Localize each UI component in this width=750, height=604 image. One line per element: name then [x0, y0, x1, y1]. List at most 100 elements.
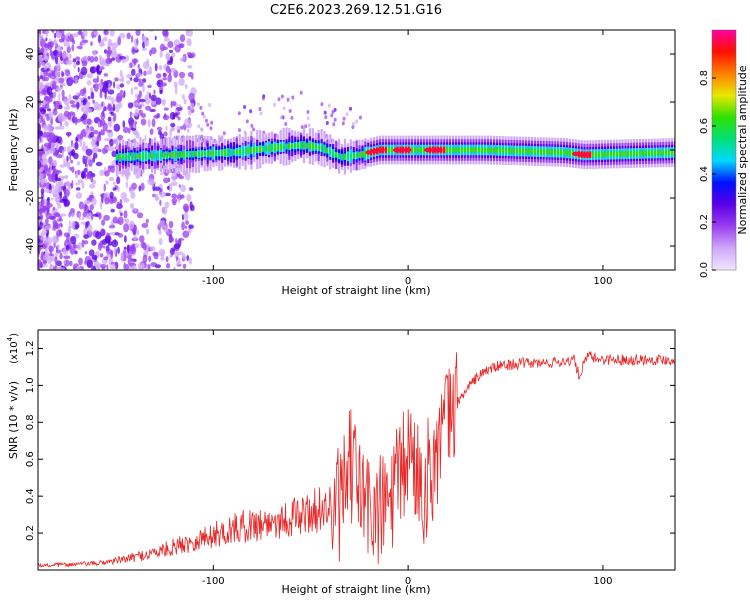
spectrogram-speckle: [202, 114, 206, 119]
spectrogram-speckle: [178, 78, 185, 86]
snr-ytick-label: 0.2: [25, 525, 36, 541]
snr-background: [38, 330, 675, 570]
spectrogram-speckle: [306, 110, 310, 114]
spectrogram-speckle: [101, 39, 104, 47]
spectrogram-speckle: [155, 97, 162, 105]
spectrogram-speckle: [66, 103, 69, 107]
spectrogram-speckle: [106, 95, 112, 101]
spectrogram-speckle: [65, 244, 70, 251]
spectrogram-speckle: [69, 260, 73, 266]
spectrogram-speckle: [261, 96, 265, 101]
spectrogram-speckle: [38, 123, 41, 132]
spectrogram-speckle: [172, 201, 177, 206]
colorbar-tick-label: 0.6: [699, 118, 710, 134]
spectrogram-speckle: [125, 55, 130, 62]
spectrogram-speckle: [71, 166, 75, 173]
spectrogram-speckle: [64, 120, 69, 127]
spectrogram-speckle: [48, 245, 54, 253]
spectrogram-speckle: [77, 179, 84, 184]
spectrogram-speckle: [60, 83, 66, 87]
spectrogram-speckle: [40, 215, 43, 220]
spectrogram-speckle: [40, 198, 45, 206]
spectrogram-band: [302, 143, 306, 148]
spectrogram-speckle: [167, 183, 173, 192]
spectrogram-speckle: [189, 102, 195, 111]
spectrogram-speckle: [208, 103, 212, 107]
spectrogram-speckle: [138, 185, 142, 192]
spectrogram-speckle: [177, 251, 184, 255]
spectrogram-speckle: [45, 212, 53, 220]
spectrogram-speckle: [103, 214, 110, 221]
spectrogram-speckle: [160, 257, 165, 261]
spectrogram-speckle: [86, 106, 90, 113]
spectrogram-speckle: [111, 196, 118, 204]
spectrogram-speckle: [75, 56, 81, 61]
spectrogram-speckle: [99, 253, 104, 258]
spectrogram-speckle: [162, 72, 167, 77]
spectrogram-band: [288, 144, 291, 149]
spectrogram-peak-core: [426, 149, 430, 151]
spectrogram-speckle: [54, 32, 57, 39]
spectrogram-speckle: [72, 40, 76, 45]
spectrogram-speckle: [43, 96, 51, 101]
spectrogram-speckle: [87, 96, 91, 100]
spectrogram-speckle: [110, 51, 118, 58]
spectrogram-speckle: [95, 231, 102, 240]
spectrogram-speckle: [182, 55, 186, 61]
spectrogram-speckle: [178, 104, 181, 108]
spectrogram-band: [650, 151, 653, 155]
spectrogram-speckle: [174, 112, 178, 117]
spectrogram-speckle: [54, 69, 60, 78]
spectrogram-speckle: [149, 92, 151, 99]
spectrogram-speckle: [58, 267, 65, 270]
spectrogram-speckle: [91, 148, 98, 154]
spectrogram-band: [133, 154, 136, 159]
spectrogram-band: [636, 151, 639, 156]
spectrogram-peak-core: [394, 149, 398, 151]
spectrogram-speckle: [148, 255, 152, 262]
spectrogram-speckle: [93, 30, 99, 36]
snr-ticks: -100 0 100 0.2 0.4 0.6 0.8 1.0 1.2: [25, 330, 675, 587]
spectrogram-speckle: [153, 89, 156, 95]
spectrogram-band: [340, 155, 344, 160]
spectrogram-speckle: [52, 193, 58, 198]
spectrogram-speckle: [181, 221, 186, 231]
spectrogram-speckle: [75, 187, 81, 191]
spectrogram-speckle: [187, 106, 191, 110]
spectrogram-speckle: [137, 262, 142, 270]
spectrogram-speckle: [96, 140, 100, 147]
spectrogram-speckle: [129, 111, 133, 118]
spectrogram-speckle: [92, 50, 97, 56]
spectrogram-band: [603, 152, 607, 157]
spectrogram-band: [659, 150, 662, 155]
spectrogram-speckle: [56, 32, 62, 38]
spectrogram-speckle: [156, 73, 162, 79]
spectrogram-band: [273, 145, 276, 150]
spectrogram-speckle: [159, 50, 163, 58]
spectrogram-speckle: [53, 152, 58, 157]
spectrogram-speckle: [107, 119, 113, 128]
spectrogram-band: [317, 145, 320, 150]
spectrogram-speckle: [63, 259, 66, 265]
spectrogram-speckle: [95, 161, 103, 167]
spectrogram-speckle: [51, 30, 55, 33]
spectrogram-band: [639, 151, 642, 156]
spectrogram-speckle: [182, 253, 186, 260]
spectrogram-band: [510, 148, 513, 153]
spectrogram-speckle: [38, 253, 41, 258]
spectrogram-speckle: [168, 68, 172, 77]
spectrogram-speckle: [50, 141, 55, 150]
spectrogram-speckle: [120, 212, 123, 217]
spectrogram-speckle: [332, 122, 336, 127]
spectrogram-speckle: [107, 146, 115, 152]
spectrogram-band: [291, 143, 294, 149]
spectrogram-speckle: [97, 34, 102, 44]
spectrogram-speckle: [91, 239, 97, 246]
svg-text:(x104): (x104): [6, 333, 20, 364]
spectrogram-speckle: [69, 166, 73, 171]
spectrogram-speckle: [349, 106, 352, 111]
spectrogram-speckle: [85, 148, 93, 156]
spectrogram-speckle: [38, 118, 41, 123]
spectrogram-speckle: [38, 259, 42, 264]
